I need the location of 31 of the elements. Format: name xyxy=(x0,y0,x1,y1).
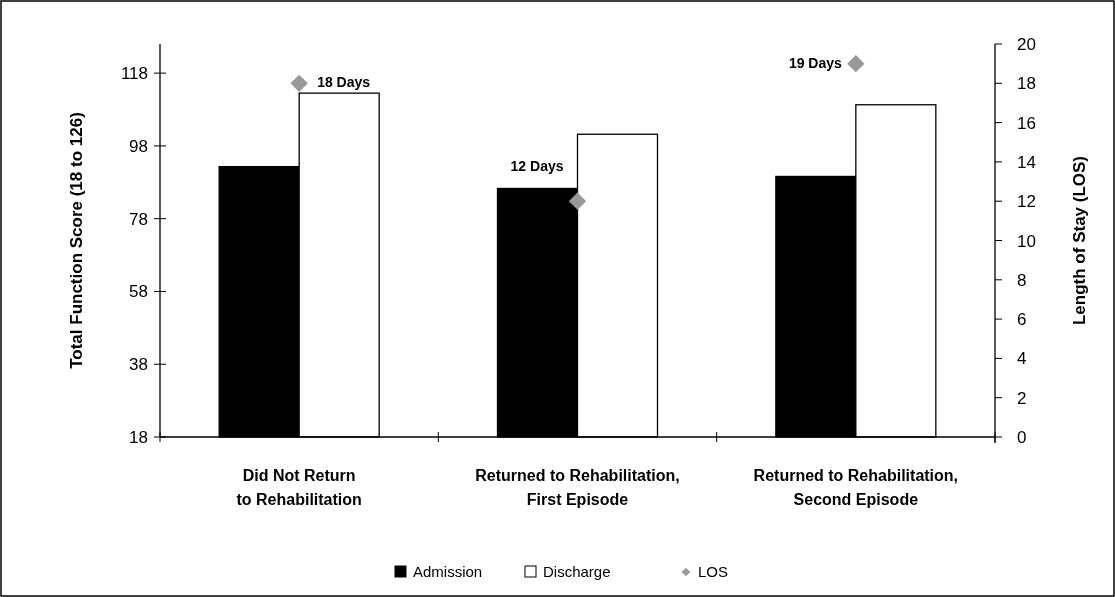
y2-tick-label: 10 xyxy=(1017,231,1036,251)
point xyxy=(847,54,865,73)
x-tick-label: Returned to Rehabilitation, First Episode xyxy=(475,467,680,508)
y-tick-label: 38 xyxy=(129,355,148,375)
y2-tick-label: 20 xyxy=(1017,35,1036,54)
x-tick-label: Did Not Return to Rehabilitation xyxy=(236,467,362,508)
data-label: 18 Days xyxy=(317,74,371,91)
y2-tick-label: 18 xyxy=(1017,74,1036,94)
y2-tick-label: 12 xyxy=(1017,192,1036,212)
point xyxy=(568,192,587,210)
y-axis-title: Total Function Score (18 to 126) xyxy=(67,112,86,369)
data-label: 19 Days xyxy=(788,54,843,71)
y-tick-label: 58 xyxy=(129,282,148,302)
y2-tick-label: 14 xyxy=(1017,152,1036,172)
legend-label: Discharge xyxy=(543,563,611,580)
y2-axis-title: Length of Stay (LOS) xyxy=(1070,155,1089,326)
legend-label: Admission xyxy=(413,563,483,580)
data-label: 12 Days xyxy=(510,158,564,175)
legend-label: LOS xyxy=(698,563,729,580)
y-tick-label: 78 xyxy=(129,209,148,229)
y2-tick-label: 16 xyxy=(1017,113,1036,133)
y2-tick-label: 4 xyxy=(1017,349,1027,369)
y2-tick-label: 6 xyxy=(1017,310,1027,330)
point xyxy=(290,74,308,92)
x-tick-label: Returned to Rehabilitation, Second Episode xyxy=(753,467,959,508)
y-tick-label: 118 xyxy=(120,64,148,84)
y-tick-label: 98 xyxy=(129,136,148,156)
y2-tick-label: 2 xyxy=(1017,388,1027,408)
y-tick-label: 18 xyxy=(129,428,148,447)
y2-tick-label: 0 xyxy=(1017,428,1027,447)
y2-tick-label: 8 xyxy=(1017,270,1027,290)
